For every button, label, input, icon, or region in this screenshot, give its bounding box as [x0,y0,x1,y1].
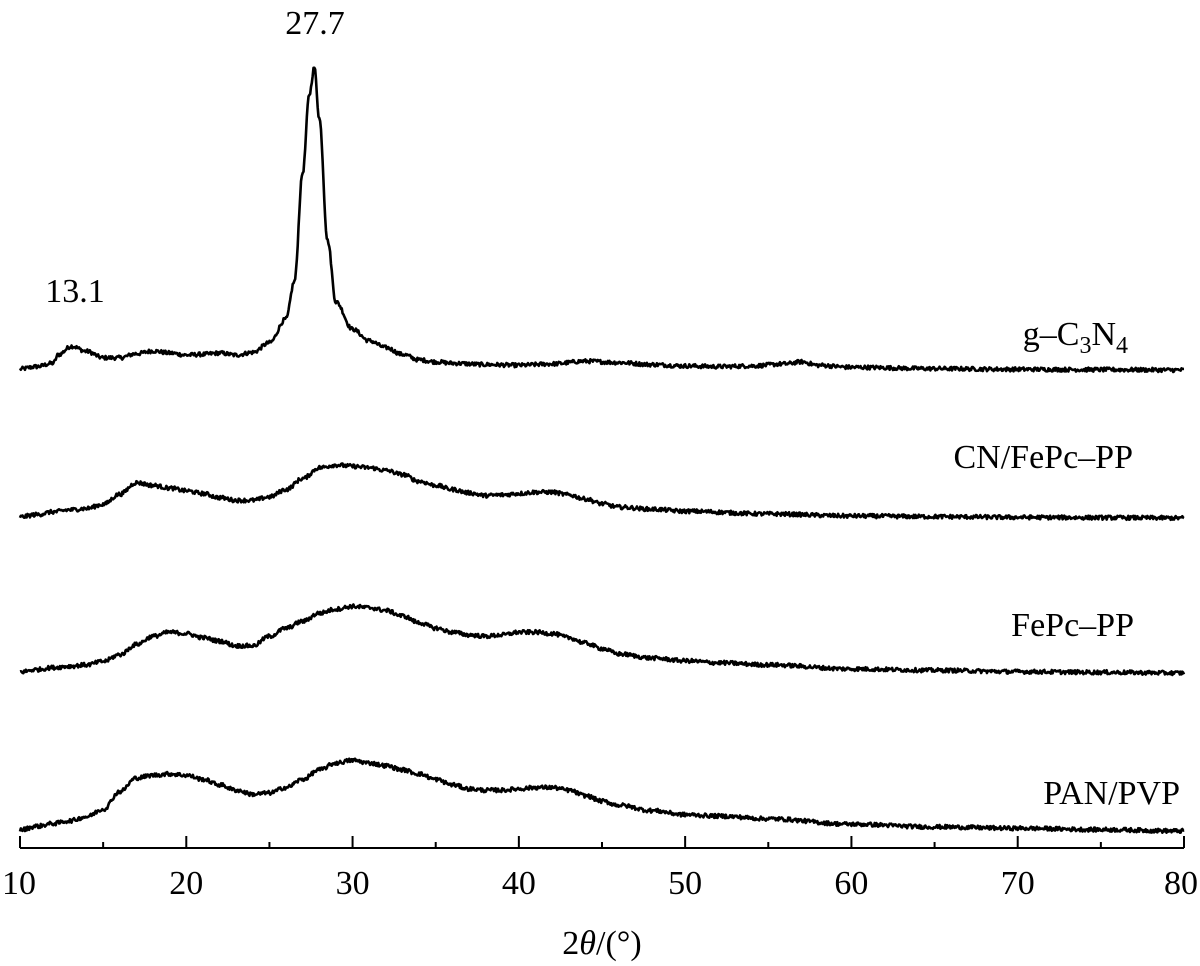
series-labels: g–C3N4 CN/FePc–PP FePc–PP PAN/PVP [954,316,1181,812]
peak-label-0: 27.7 [285,5,345,42]
x-tick-label-30: 30 [336,865,370,902]
series-label-part: g–C [1023,316,1080,353]
series-line-3 [18,757,1185,834]
x-axis-ticks: 10 20 30 40 50 60 70 80 [2,836,1198,902]
x-axis-title: 2θ/(°) [562,925,641,962]
series-label-3: PAN/PVP [1043,775,1180,812]
x-axis-title-unit: /(°) [596,925,642,962]
x-tick-label-50: 50 [668,865,702,902]
xrd-curves [18,66,1186,834]
series-line-2 [19,603,1186,677]
x-tick-label-40: 40 [502,865,536,902]
x-tick-label-20: 20 [169,865,203,902]
x-tick-label-60: 60 [834,865,868,902]
series-label-part: 3 [1079,333,1091,359]
series-label-part: N [1091,316,1116,353]
series-label-part: 4 [1116,333,1128,359]
x-tick-label-70: 70 [1001,865,1035,902]
series-line-1 [18,462,1185,522]
x-tick-label-10: 10 [2,865,36,902]
x-axis-title-pre: 2 [562,925,579,962]
series-label-0: g–C3N4 [1023,316,1128,359]
series-line-0 [18,66,1185,374]
peak-label-1: 13.1 [45,273,105,310]
series-label-2: FePc–PP [1011,607,1134,644]
x-axis: 10 20 30 40 50 60 70 80 [2,836,1198,902]
peak-labels: 27.7 13.1 [45,5,345,310]
x-tick-label-80: 80 [1164,865,1198,902]
x-axis-title-theta: θ [579,925,596,962]
series-label-1: CN/FePc–PP [954,439,1134,476]
